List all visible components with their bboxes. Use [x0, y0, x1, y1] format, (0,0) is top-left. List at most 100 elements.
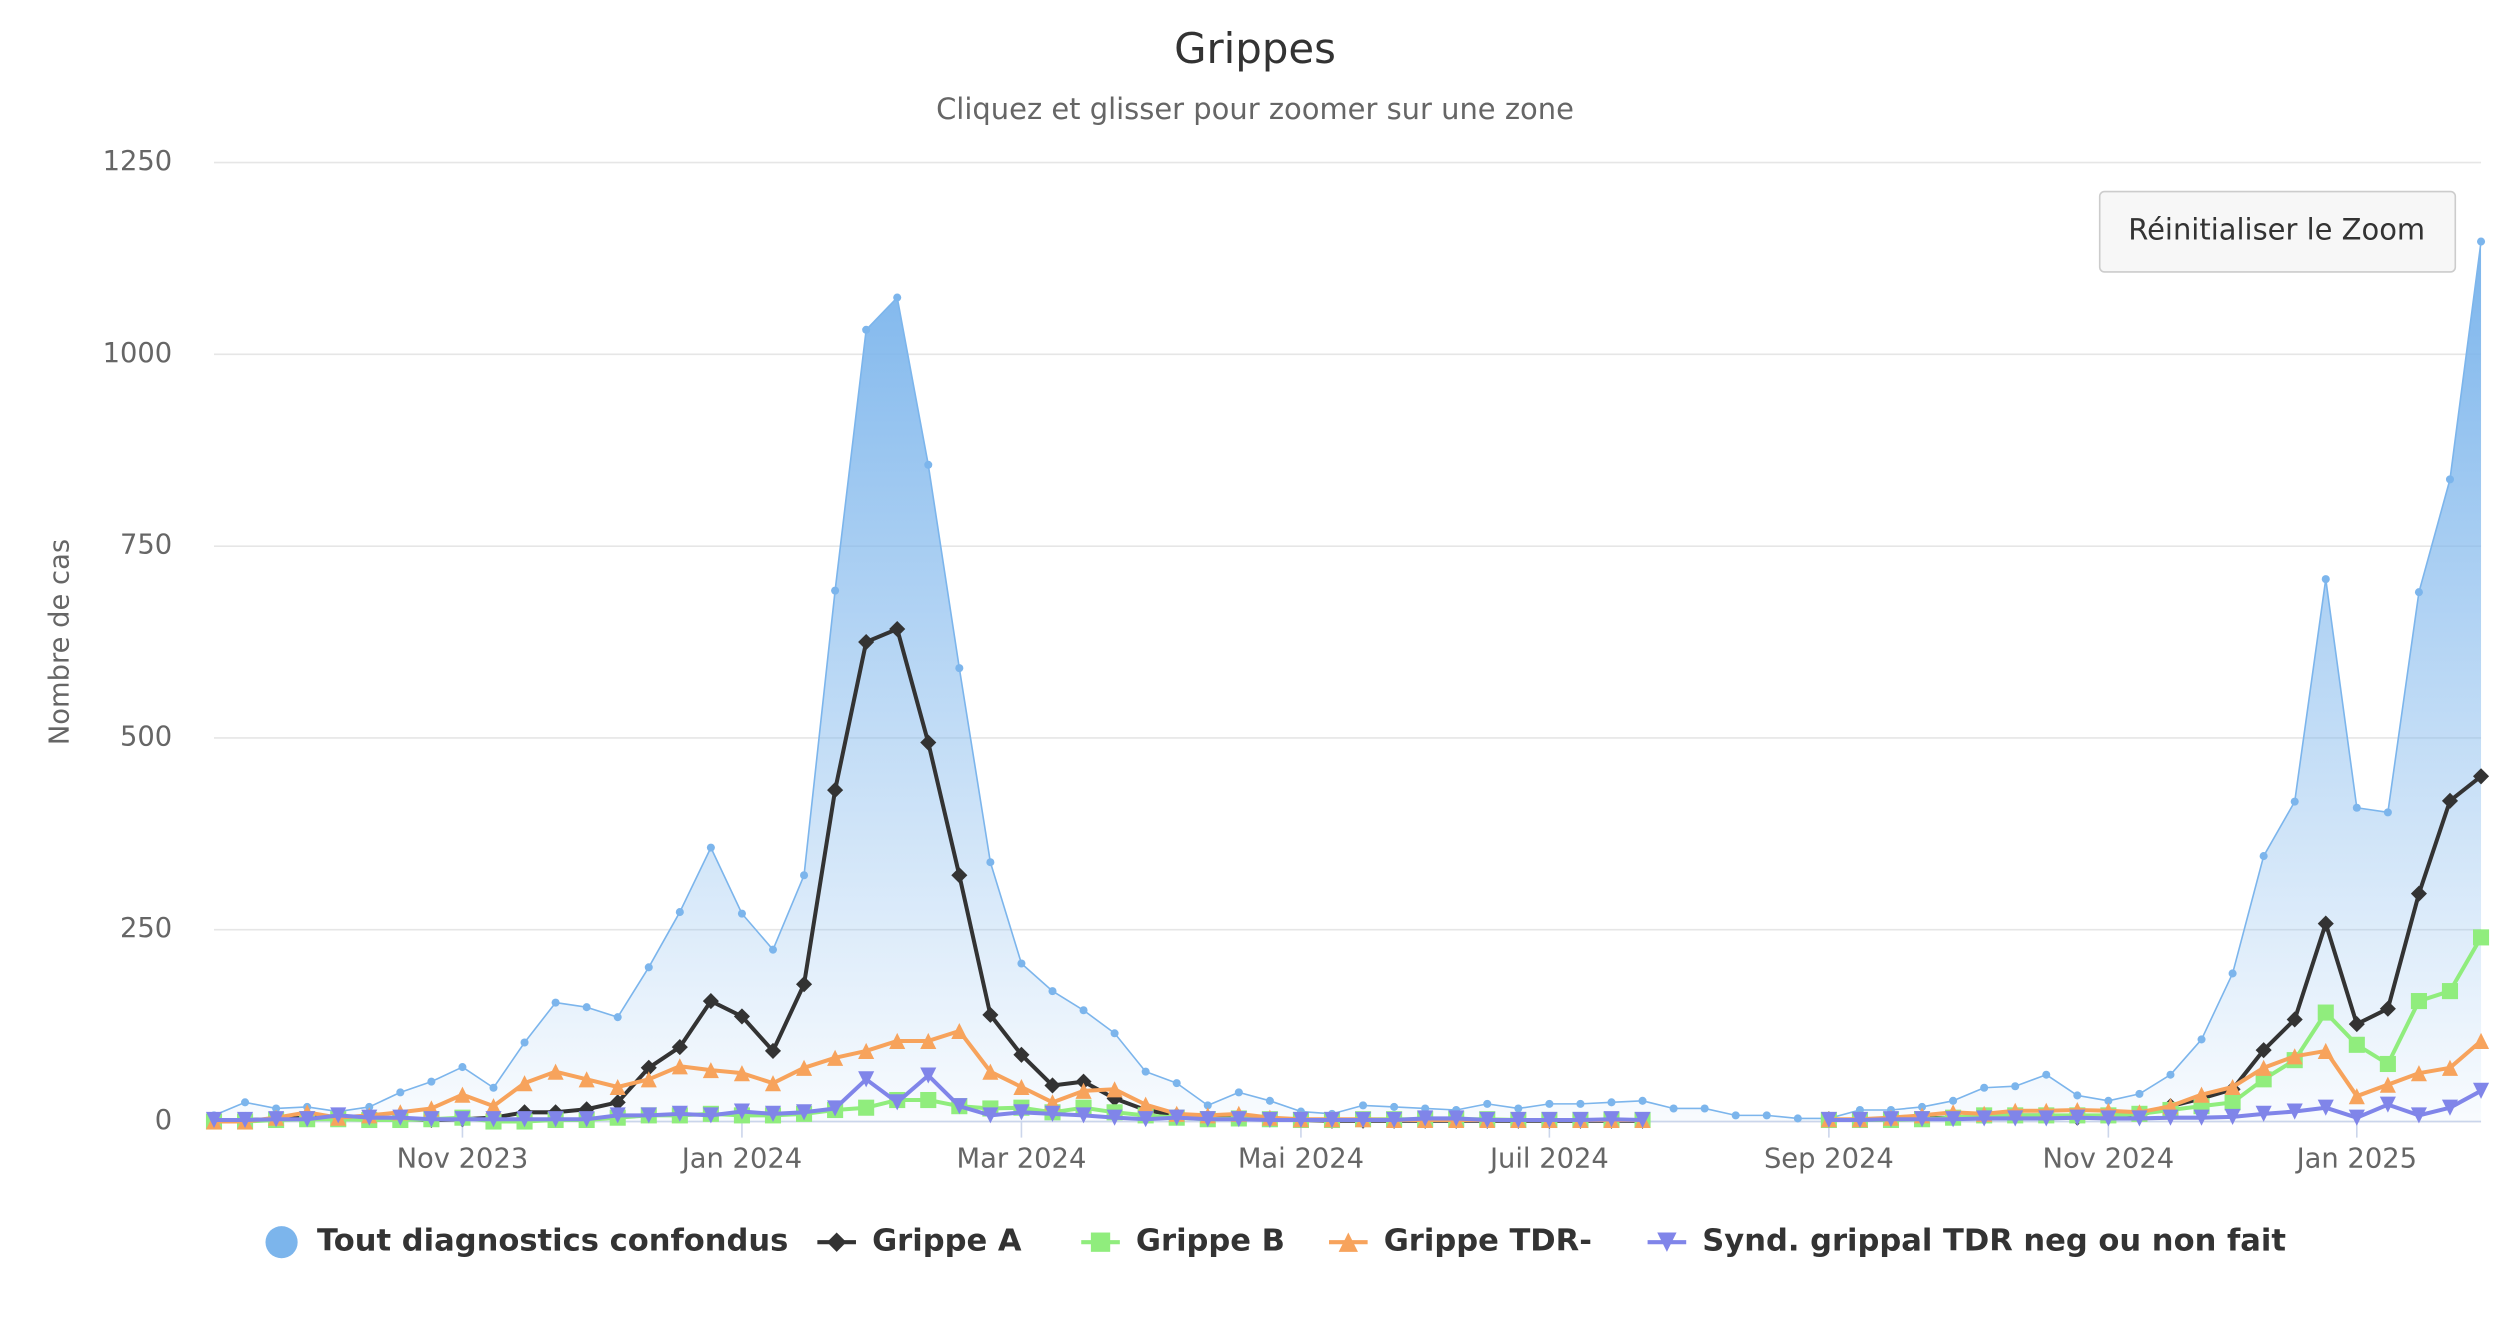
data-point: [2472, 1082, 2490, 1099]
legend-item[interactable]: Grippe A: [817, 1224, 1022, 1259]
data-point: [1168, 1109, 1185, 1126]
data-point: [955, 664, 964, 673]
legend-marker: [1338, 1232, 1358, 1252]
data-point: [2379, 1076, 2396, 1093]
data-point: [2038, 1110, 2055, 1127]
data-point: [675, 908, 684, 917]
data-point: [2259, 852, 2268, 861]
data-point: [609, 1094, 626, 1111]
data-point: [827, 1049, 844, 1066]
series: [209, 237, 2486, 1123]
data-point: [485, 1098, 502, 1115]
data-point: [1603, 1111, 1620, 1128]
y-tick-label: 1250: [103, 146, 173, 177]
x-tick-label: Jan 2024: [680, 1144, 802, 1175]
x-tick-label: Mar 2024: [956, 1144, 1086, 1175]
data-point: [427, 1077, 436, 1086]
data-point: [2104, 1096, 2113, 1105]
data-point: [272, 1104, 281, 1113]
data-point: [764, 1075, 782, 1092]
data-point: [2100, 1110, 2117, 1127]
data-point: [1234, 1088, 1243, 1097]
data-point: [1417, 1110, 1434, 1127]
plot-area: 0 250 500 750 1000 1250 Nov 2023 Jan 2024 Mar 20…: [103, 146, 2490, 1175]
data-point: [1359, 1101, 1368, 1110]
data-point: [1731, 1111, 1740, 1120]
data-point: [1265, 1096, 1274, 1105]
y-tick-label: 250: [120, 913, 172, 944]
data-point: [2410, 1065, 2427, 1082]
button-box[interactable]: [2098, 190, 2457, 273]
data-point: [241, 1098, 250, 1107]
data-point: [951, 1022, 968, 1040]
data-point: [485, 1111, 502, 1128]
chart-title: Grippes: [1174, 24, 1336, 73]
data-point: [827, 1100, 844, 1117]
data-point: [2441, 1099, 2459, 1116]
data-point: [2317, 1099, 2334, 1116]
x-tick-label: Juil 2024: [1488, 1144, 1609, 1175]
data-point: [702, 993, 719, 1010]
legend-item[interactable]: Tout diagnostics confondus: [265, 1224, 788, 1259]
data-point: [1137, 1111, 1154, 1128]
data-point: [1230, 1111, 1247, 1128]
data-point: [951, 1098, 968, 1115]
data-point: [547, 1063, 564, 1080]
data-point: [2286, 1048, 2303, 1065]
legend-item[interactable]: Grippe TDR-: [1329, 1224, 1592, 1259]
data-point: [2007, 1110, 2024, 1127]
data-point: [2255, 1059, 2272, 1076]
data-point: [889, 1094, 906, 1111]
data-point: [982, 1006, 999, 1023]
data-point: [1541, 1111, 1558, 1129]
data-point: [1106, 1081, 1123, 1098]
data-point: [2348, 1088, 2365, 1105]
data-point: [796, 1059, 813, 1076]
data-point: [2255, 1042, 2272, 1059]
data-point: [2477, 237, 2486, 246]
data-point: [1261, 1111, 1278, 1129]
data-point: [2011, 1082, 2020, 1091]
data-point: [1545, 1099, 1554, 1108]
data-point: [2317, 1004, 2334, 1021]
data-point: [800, 871, 809, 880]
data-point: [1700, 1104, 1709, 1113]
data-point: [893, 293, 902, 302]
data-point: [920, 1067, 937, 1084]
data-point: [764, 1105, 782, 1122]
data-point: [1793, 1114, 1802, 1123]
reset-zoom-button[interactable]: Réinitialiser le Zoom: [2098, 190, 2457, 273]
data-point: [2224, 1078, 2241, 1096]
data-point: [671, 1105, 688, 1122]
data-point: [2410, 1107, 2427, 1124]
data-point: [2441, 983, 2459, 1000]
data-point: [1075, 1082, 1092, 1099]
legend-item[interactable]: Synd. grippal TDR neg ou non fait: [1647, 1224, 2286, 1259]
y-tick-label: 750: [120, 530, 172, 561]
data-point: [2441, 1059, 2459, 1076]
data-point: [423, 1111, 440, 1128]
data-point: [2135, 1089, 2144, 1098]
button-label[interactable]: Réinitialiser le Zoom: [2128, 213, 2425, 247]
data-point: [858, 1099, 875, 1116]
data-point: [2317, 1042, 2334, 1059]
data-point: [640, 1071, 657, 1088]
data-point: [924, 460, 933, 469]
data-point: [1137, 1096, 1154, 1113]
data-point: [1390, 1102, 1399, 1111]
data-point: [920, 1091, 937, 1109]
data-point: [1913, 1111, 1931, 1128]
data-point: [1013, 1078, 1030, 1096]
data-point: [361, 1109, 378, 1126]
data-point: [2228, 969, 2237, 978]
data-point: [1510, 1111, 1527, 1129]
data-point: [2224, 1094, 2241, 1111]
data-point: [1980, 1083, 1989, 1092]
data-point: [2348, 1109, 2365, 1126]
data-point: [1945, 1111, 1962, 1128]
data-point: [205, 1111, 223, 1129]
data-point: [2042, 1070, 2051, 1079]
data-point: [1323, 1111, 1341, 1129]
data-point: [1172, 1079, 1181, 1088]
legend-item[interactable]: Grippe B: [1081, 1224, 1285, 1259]
